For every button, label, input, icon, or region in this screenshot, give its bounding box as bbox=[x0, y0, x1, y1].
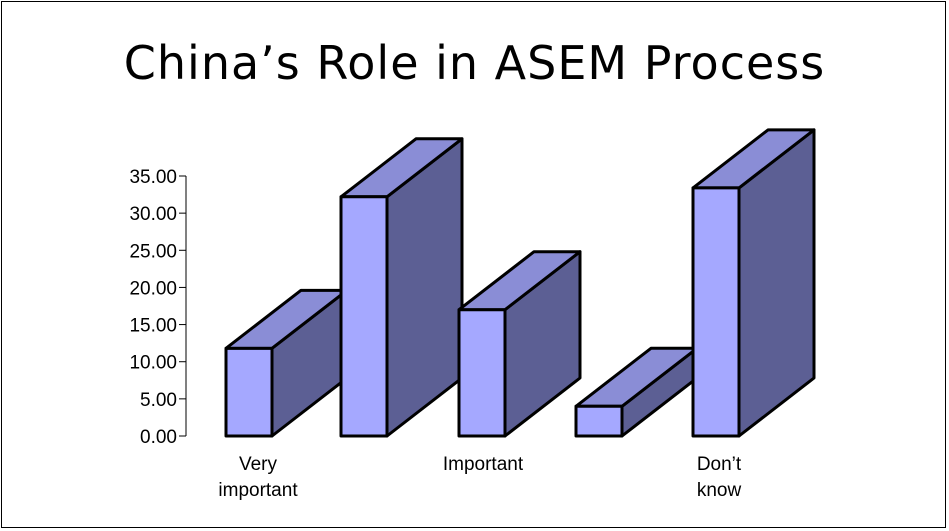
x-category-label: Very important bbox=[218, 454, 298, 501]
bar-front-face bbox=[339, 195, 389, 438]
y-tick-label: 5.00 bbox=[140, 390, 177, 411]
bar bbox=[457, 250, 582, 438]
bar-front-face bbox=[457, 308, 507, 438]
x-category-label: Don’t know bbox=[697, 454, 742, 501]
y-tick-label: 20.00 bbox=[129, 278, 177, 299]
x-category-label-line: Very bbox=[239, 454, 278, 475]
x-category-label-line: important bbox=[218, 480, 298, 501]
bar-front-face bbox=[574, 404, 624, 438]
chart-title: China’s Role in ASEM Process bbox=[123, 36, 826, 90]
x-category-label-line: Important bbox=[443, 454, 524, 475]
y-tick-label: 15.00 bbox=[129, 316, 177, 337]
bar bbox=[691, 128, 816, 438]
y-tick-label: 35.00 bbox=[129, 167, 177, 188]
bar-front-face bbox=[224, 346, 274, 438]
bar bbox=[339, 137, 464, 438]
bar bbox=[574, 346, 699, 438]
y-tick-label: 30.00 bbox=[129, 204, 177, 225]
y-tick-label: 10.00 bbox=[129, 353, 177, 374]
x-category-label-line: Don’t bbox=[697, 454, 742, 475]
x-category-label-line: know bbox=[697, 480, 742, 501]
y-tick-label: 0.00 bbox=[140, 427, 177, 448]
x-category-label: Important bbox=[443, 454, 524, 475]
bar-front-face bbox=[691, 186, 741, 438]
y-tick-label: 25.00 bbox=[129, 241, 177, 262]
bar bbox=[224, 288, 349, 438]
